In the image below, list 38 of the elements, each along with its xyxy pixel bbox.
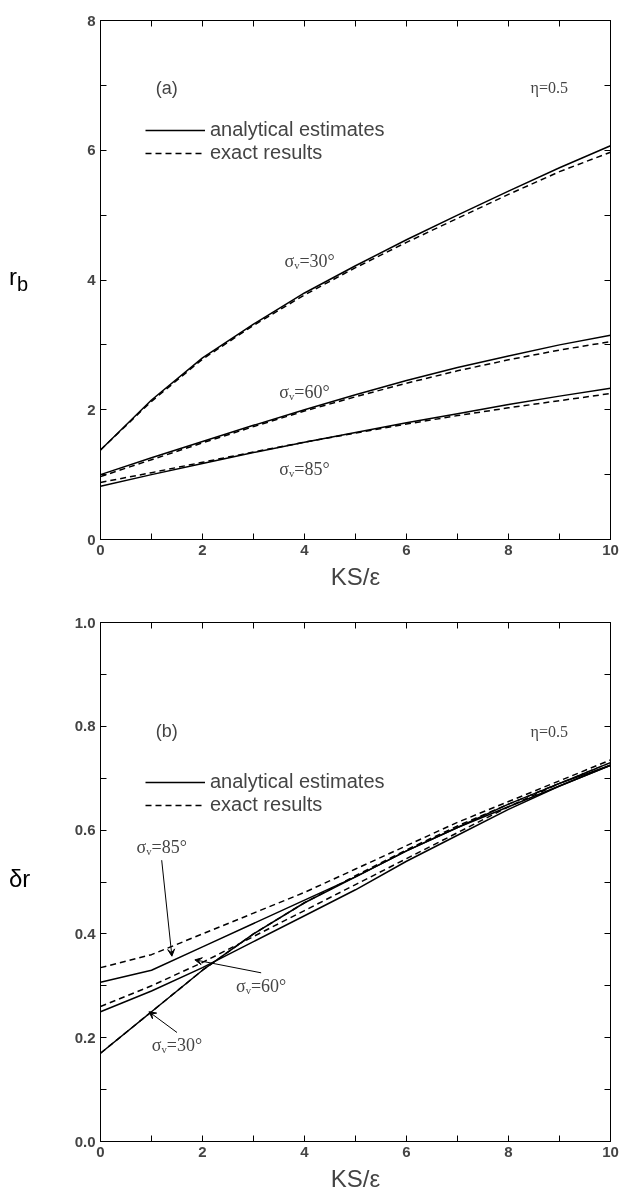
legend-label: analytical estimates [210, 770, 385, 793]
x-tick-label: 6 [402, 540, 411, 558]
annotation: σᵥ=60° [235, 975, 287, 996]
y-tick-label: 0.6 [74, 821, 96, 839]
annotation: σᵥ=85° [279, 459, 330, 480]
y-tick-label: 1.0 [74, 613, 96, 631]
x-tick-label: 2 [198, 1142, 207, 1160]
x-tick-label: 4 [300, 1142, 310, 1160]
x-tick-label: 10 [602, 540, 619, 558]
x-tick-label: 2 [198, 540, 207, 558]
annotation: η=0.5 [530, 79, 568, 98]
y-axis-title: δr [9, 864, 31, 894]
y-tick-label: 6 [87, 141, 96, 159]
y-tick-label: 8 [87, 11, 96, 29]
annotation: σᵥ=60° [279, 382, 330, 403]
annotation: η=0.5 [530, 722, 568, 741]
x-axis-title: KS/ε [330, 562, 381, 590]
y-tick-label: 0.4 [74, 924, 97, 942]
legend-label: exact results [210, 141, 323, 164]
annotation: (a) [155, 77, 178, 98]
y-tick-label: 4 [87, 271, 97, 288]
y-tick-label: 0.2 [74, 1028, 96, 1046]
annotation: σᵥ=30° [151, 1035, 203, 1056]
annotation: σᵥ=85° [136, 837, 187, 858]
x-axis-title: KS/ε [330, 1164, 381, 1192]
y-axis-title: r$_{b}$ [9, 262, 29, 297]
annotation: (b) [155, 721, 178, 742]
legend-label: exact results [210, 793, 323, 816]
x-tick-label: 4 [300, 540, 310, 558]
x-tick-label: 8 [504, 1142, 513, 1160]
x-tick-label: 10 [602, 1142, 619, 1160]
y-tick-label: 0.8 [74, 717, 96, 735]
x-tick-label: 8 [504, 540, 513, 558]
y-tick-label: 0.0 [74, 1132, 96, 1150]
x-tick-label: 6 [402, 1142, 411, 1160]
legend-label: analytical estimates [210, 118, 385, 141]
annotation: σᵥ=30° [284, 250, 335, 271]
y-tick-label: 2 [87, 400, 96, 418]
